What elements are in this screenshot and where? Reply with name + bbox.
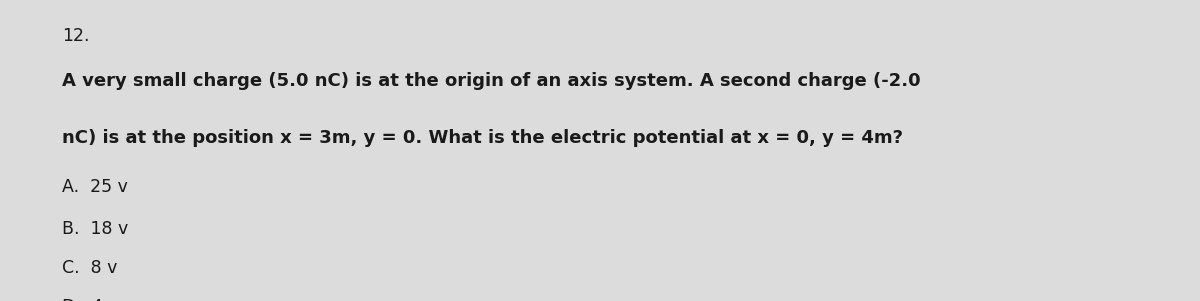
Text: A very small charge (5.0 nC) is at the origin of an axis system. A second charge: A very small charge (5.0 nC) is at the o… bbox=[62, 72, 922, 90]
Text: D.  4 v: D. 4 v bbox=[62, 298, 119, 301]
Text: nC) is at the position x = 3m, y = 0. What is the electric potential at x = 0, y: nC) is at the position x = 3m, y = 0. Wh… bbox=[62, 129, 904, 147]
Text: C.  8 v: C. 8 v bbox=[62, 259, 118, 277]
Text: 12.: 12. bbox=[62, 27, 90, 45]
Text: B.  18 v: B. 18 v bbox=[62, 220, 128, 238]
Text: A.  25 v: A. 25 v bbox=[62, 178, 128, 196]
